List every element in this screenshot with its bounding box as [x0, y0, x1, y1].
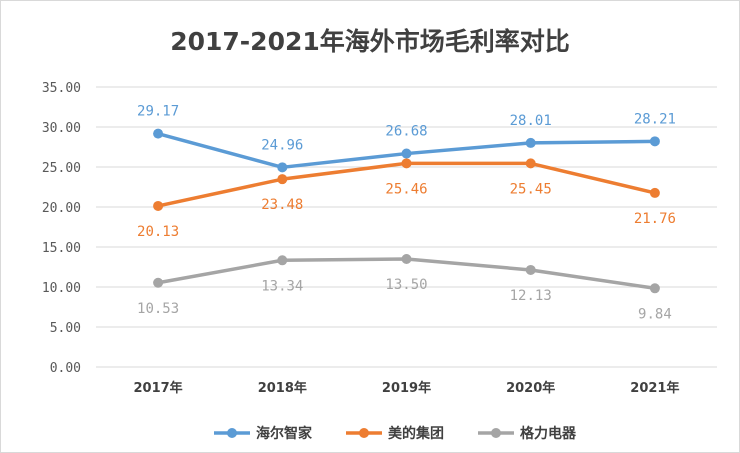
data-point: [649, 136, 660, 147]
data-label: 20.13: [137, 224, 179, 240]
y-axis-ticks: 0.00 5.00 10.00 15.00 20.00 25.00 30.00 35.00: [42, 81, 81, 376]
y-tick-label: 20.00: [42, 201, 81, 216]
y-tick-label: 10.00: [42, 281, 81, 296]
data-point: [153, 128, 164, 139]
data-point: [277, 162, 288, 173]
legend-marker: [359, 428, 369, 438]
y-tick-label: 25.00: [42, 161, 81, 176]
legend-label: 海尔智家: [256, 425, 313, 442]
data-label: 25.46: [385, 181, 427, 197]
x-tick-label: 2020年: [506, 380, 555, 396]
series-3: [153, 254, 660, 294]
data-label: 21.76: [634, 211, 676, 227]
data-label: 10.53: [137, 301, 179, 317]
data-point: [525, 137, 536, 148]
y-tick-label: 15.00: [42, 241, 81, 256]
data-label: 9.84: [638, 306, 672, 322]
series-1: [153, 128, 660, 173]
x-axis-ticks: 2017年 2018年 2019年 2020年 2021年: [134, 380, 680, 396]
legend-item: 海尔智家: [214, 425, 313, 442]
x-tick-label: 2017年: [134, 380, 183, 396]
data-point: [525, 158, 536, 169]
data-labels: 29.17 24.96 26.68 28.01 28.21 20.13 23.48 25.46…: [137, 104, 676, 323]
data-label: 13.34: [261, 278, 303, 294]
data-point: [649, 187, 660, 198]
legend-label: 格力电器: [520, 425, 577, 442]
data-point: [153, 277, 164, 288]
legend: 海尔智家 美的集团 格力电器: [214, 425, 577, 442]
data-label: 29.17: [137, 104, 179, 120]
legend-marker: [491, 428, 501, 438]
y-tick-label: 0.00: [50, 361, 81, 376]
data-point: [277, 255, 288, 266]
data-label: 25.45: [510, 181, 552, 197]
y-tick-label: 35.00: [42, 81, 81, 96]
data-label: 24.96: [261, 137, 303, 153]
data-label: 13.50: [385, 277, 427, 293]
x-tick-label: 2021年: [630, 380, 679, 396]
legend-label: 美的集团: [388, 425, 444, 442]
data-label: 23.48: [261, 197, 303, 213]
y-tick-label: 5.00: [50, 321, 81, 336]
data-label: 26.68: [385, 124, 427, 140]
series-2: [153, 158, 660, 211]
data-point: [401, 148, 412, 159]
y-tick-label: 30.00: [42, 121, 81, 136]
series-layer: [153, 128, 660, 294]
x-tick-label: 2018年: [258, 380, 307, 396]
data-point: [649, 283, 660, 294]
data-point: [401, 158, 412, 169]
legend-item: 格力电器: [478, 425, 577, 442]
x-tick-label: 2019年: [382, 380, 431, 396]
chart-title: 2017-2021年海外市场毛利率对比: [170, 27, 570, 56]
data-label: 28.21: [634, 111, 676, 127]
data-label: 28.01: [510, 113, 552, 129]
data-point: [277, 174, 288, 185]
data-point: [153, 200, 164, 211]
data-point: [401, 254, 412, 264]
data-point: [525, 264, 536, 275]
data-label: 12.13: [510, 288, 552, 304]
legend-item: 美的集团: [346, 425, 444, 442]
legend-marker: [227, 428, 237, 438]
